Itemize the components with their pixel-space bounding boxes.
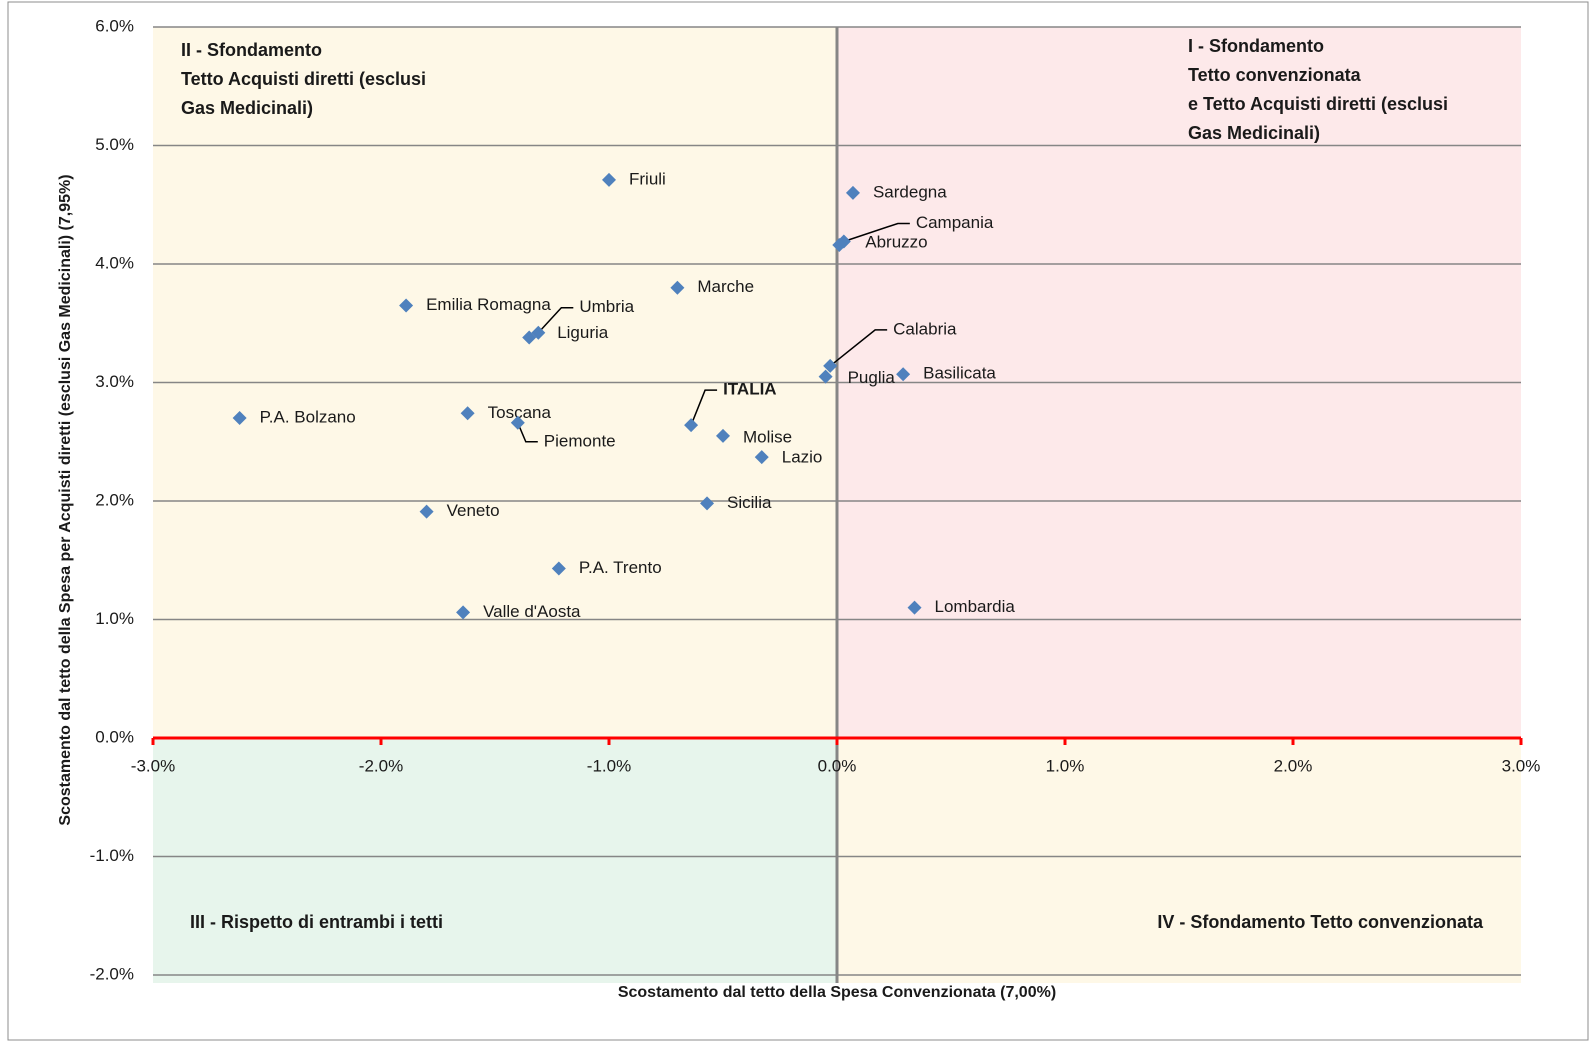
point-label: Lazio xyxy=(782,448,823,467)
leader-line xyxy=(690,389,718,426)
point-label: Toscana xyxy=(488,403,552,422)
point-label: Friuli xyxy=(629,169,666,188)
leader-line xyxy=(843,222,910,243)
point xyxy=(754,450,769,465)
point-label: Puglia xyxy=(848,368,896,387)
y-tick-label: 2.0% xyxy=(95,490,134,509)
point xyxy=(419,504,434,519)
point xyxy=(700,496,715,511)
point xyxy=(832,238,847,253)
point xyxy=(716,428,730,443)
leader-line xyxy=(517,422,538,443)
point xyxy=(823,358,838,373)
point xyxy=(602,172,616,187)
point-label: Basilicata xyxy=(923,364,996,383)
quadrant-label: I - Sfondamento xyxy=(1188,36,1324,56)
quadrant-bg xyxy=(153,738,837,983)
x-axis-title: Scostamento dal tetto della Spesa Conven… xyxy=(618,984,1056,1001)
point-label: Veneto xyxy=(447,501,500,520)
y-tick-label: 3.0% xyxy=(95,372,134,391)
x-tick-label: 1.0% xyxy=(1046,756,1085,775)
point xyxy=(670,280,685,295)
quadrant-label: III - Rispetto di entrambi i tetti xyxy=(190,912,443,932)
x-tick-label: -1.0% xyxy=(587,756,631,775)
point-label: P.A. Bolzano xyxy=(260,408,356,427)
x-tick-label: -3.0% xyxy=(131,756,175,775)
point-label: Umbria xyxy=(579,297,634,316)
point xyxy=(551,561,566,576)
x-tick-label: -2.0% xyxy=(359,756,403,775)
point xyxy=(522,330,537,345)
quadrant-label: IV - Sfondamento Tetto convenzionata xyxy=(1157,912,1484,932)
y-tick-label: -1.0% xyxy=(90,846,134,865)
y-tick-label: 1.0% xyxy=(95,609,134,628)
quadrant-label: II - Sfondamento xyxy=(181,40,322,60)
point xyxy=(896,367,911,382)
y-tick-label: 0.0% xyxy=(95,727,134,746)
y-tick-label: 4.0% xyxy=(95,253,134,272)
point xyxy=(456,605,471,620)
point xyxy=(510,415,525,430)
point-label: Molise xyxy=(743,427,792,446)
quadrant-bg xyxy=(837,738,1521,983)
point-label: ITALIA xyxy=(723,380,777,399)
point xyxy=(684,418,699,433)
x-tick-label: 0.0% xyxy=(818,756,857,775)
point-label: Campania xyxy=(916,213,994,232)
y-axis-title: Scostamento dal tetto della Spesa per Ac… xyxy=(57,174,74,825)
point xyxy=(818,369,833,384)
point xyxy=(907,600,922,615)
quadrant-label: Gas Medicinali) xyxy=(1188,123,1320,143)
point-label: Emilia Romagna xyxy=(426,295,551,314)
point-label: Sicilia xyxy=(727,493,772,512)
point-label: Piemonte xyxy=(544,431,616,450)
point-label: P.A. Trento xyxy=(579,558,662,577)
y-tick-label: 5.0% xyxy=(95,135,134,154)
leader-line xyxy=(537,306,574,334)
x-tick-label: 3.0% xyxy=(1502,756,1541,775)
point-label: Sardegna xyxy=(873,182,947,201)
leader-line xyxy=(829,329,888,367)
point xyxy=(845,185,860,200)
point xyxy=(399,298,414,313)
quadrant-label: Gas Medicinali) xyxy=(181,98,313,118)
quadrant-label: e Tetto Acquisti diretti (esclusi xyxy=(1188,94,1448,114)
point-label: Abruzzo xyxy=(865,233,927,252)
point-label: Valle d'Aosta xyxy=(483,602,581,621)
point-label: Liguria xyxy=(557,323,609,342)
point xyxy=(232,411,247,426)
y-tick-label: -2.0% xyxy=(90,964,134,983)
quadrant-label: Tetto convenzionata xyxy=(1188,65,1362,85)
quadrant-label: Tetto Acquisti diretti (esclusi xyxy=(181,69,426,89)
x-tick-label: 2.0% xyxy=(1274,756,1313,775)
point-label: Calabria xyxy=(893,319,957,338)
point xyxy=(460,406,475,421)
y-tick-label: 6.0% xyxy=(95,16,134,35)
point-label: Marche xyxy=(697,277,754,296)
point-label: Lombardia xyxy=(935,597,1016,616)
